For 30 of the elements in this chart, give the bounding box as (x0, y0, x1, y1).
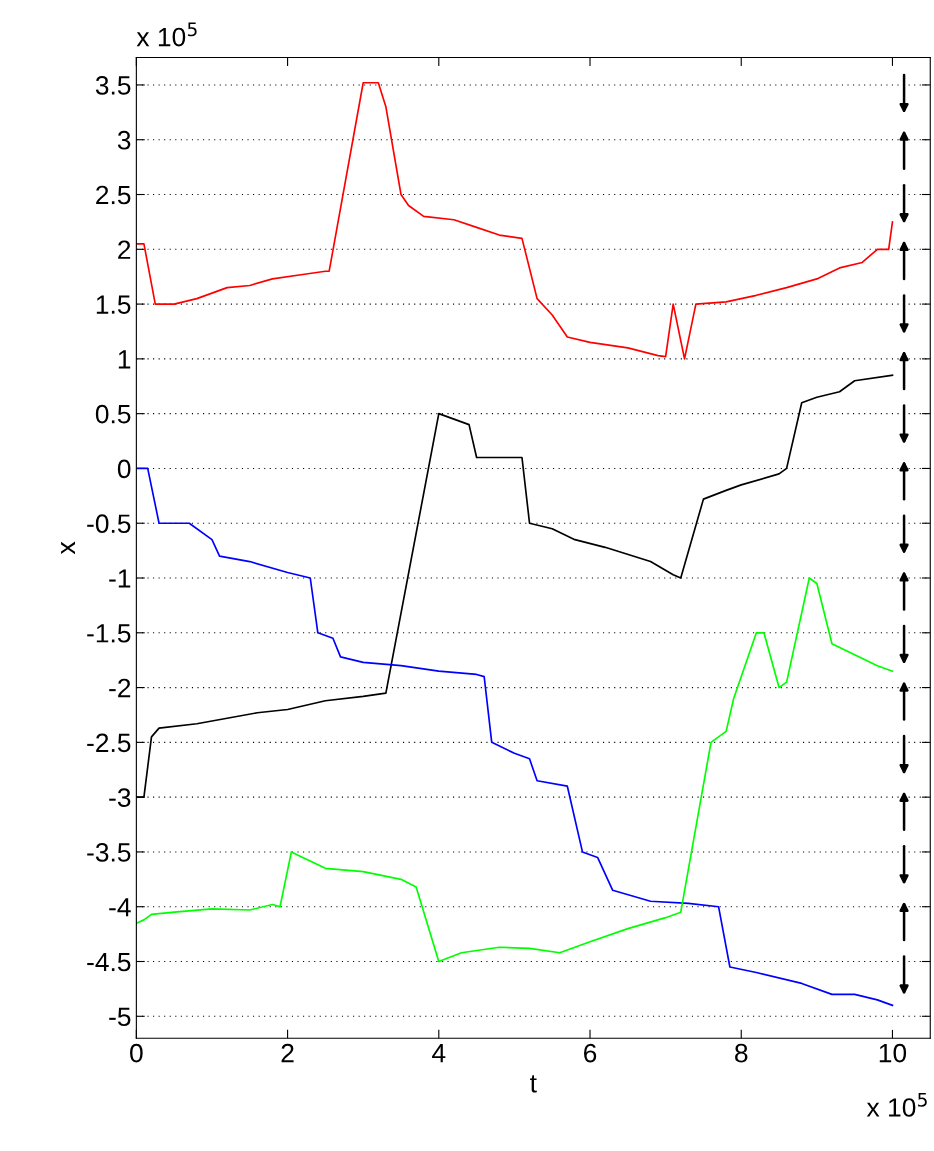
y-tick-label: 0.5 (95, 404, 131, 424)
y-tick-label: -5 (109, 1007, 131, 1027)
x-tick-label: 4 (432, 1044, 446, 1063)
y-tick-label: 2.5 (96, 185, 131, 205)
y-tick-label: -2 (109, 678, 131, 698)
y-tick-label: -3 (109, 788, 131, 807)
x-tick-label: 6 (584, 1043, 597, 1063)
y-tick-label: -2.5 (87, 733, 131, 753)
y-tick-label: 3 (117, 130, 131, 150)
line-series (136, 467, 894, 1007)
y-axis-title: x (61, 541, 75, 555)
line-series (136, 81, 894, 360)
line-series (136, 577, 894, 963)
y-tick-label: -0.5 (87, 514, 131, 534)
y-tick-label: -1 (109, 569, 131, 588)
y-tick-label: 3.5 (95, 76, 131, 95)
y-tick-label: -4.5 (87, 952, 131, 972)
x-tick-label: 10 (879, 1043, 907, 1063)
x-tick-label: 2 (281, 1043, 294, 1063)
text: x 10$^{5}$ (136, 22, 197, 47)
text: x 10$^{5}$ (866, 1093, 927, 1117)
y-tick-label: 0 (117, 459, 131, 479)
x-tick-label: 8 (735, 1043, 748, 1063)
x-axis-title: t (530, 1075, 537, 1093)
y-tick-label: -4 (109, 898, 131, 917)
y-tick-label: -3.5 (87, 843, 131, 862)
y-tick-label: -1.5 (87, 624, 131, 643)
y-tick-label: 1.5 (96, 295, 131, 314)
y-tick-label: 2 (118, 240, 131, 259)
y-tick-label: 1 (118, 350, 131, 369)
